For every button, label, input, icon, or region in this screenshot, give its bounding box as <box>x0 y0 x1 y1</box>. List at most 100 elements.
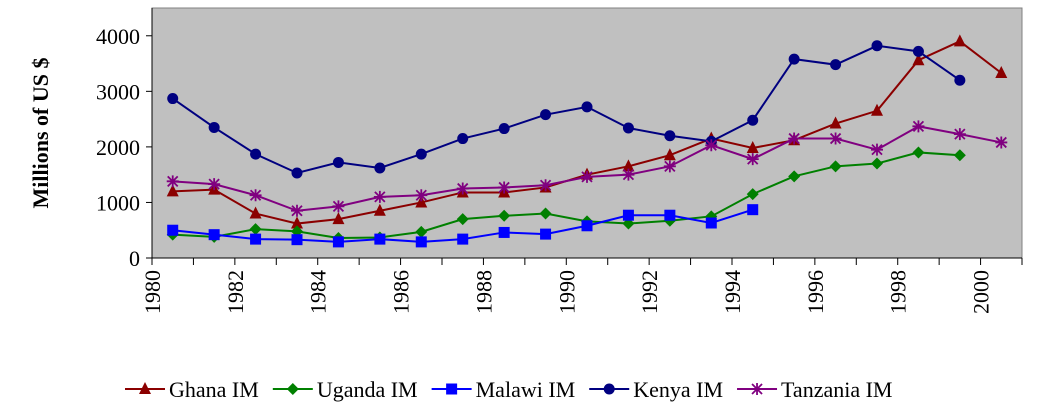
marker <box>603 383 615 395</box>
marker <box>332 236 344 248</box>
marker <box>457 233 469 245</box>
marker <box>332 212 345 225</box>
marker <box>747 204 759 216</box>
marker <box>332 156 344 168</box>
marker <box>498 123 510 135</box>
marker <box>291 216 303 229</box>
x-tick-label: 2000 <box>969 270 994 314</box>
x-tick-label: 1984 <box>306 270 331 314</box>
legend-label: Kenya IM <box>633 377 723 402</box>
marker <box>373 190 386 203</box>
legend-label: Ghana IM <box>169 377 259 402</box>
x-tick-label: 1992 <box>637 270 662 314</box>
marker <box>539 207 552 220</box>
marker <box>249 223 262 236</box>
marker <box>953 149 966 162</box>
marker <box>622 168 635 181</box>
marker <box>498 226 510 238</box>
marker <box>912 120 925 133</box>
marker <box>166 184 179 197</box>
marker <box>539 179 552 192</box>
marker <box>622 122 634 134</box>
marker <box>664 209 676 221</box>
marker <box>746 141 759 153</box>
legend-label: Uganda IM <box>317 377 418 402</box>
marker <box>456 182 469 195</box>
marker <box>373 203 386 216</box>
y-tick-label: 3000 <box>96 79 140 104</box>
marker <box>912 45 924 57</box>
x-tick-label: 1988 <box>471 270 496 314</box>
x-tick-label: 1980 <box>140 270 165 314</box>
marker <box>208 178 221 191</box>
marker <box>167 224 179 236</box>
marker <box>581 101 593 113</box>
marker <box>788 53 800 65</box>
marker <box>208 229 220 241</box>
marker <box>953 128 966 141</box>
marker <box>912 146 925 159</box>
marker <box>249 206 262 219</box>
marker <box>829 132 842 145</box>
x-tick-label: 1982 <box>223 270 248 314</box>
y-tick-label: 2000 <box>96 135 140 160</box>
marker <box>415 225 428 238</box>
marker <box>829 116 842 129</box>
legend-label: Tanzania IM <box>781 377 892 402</box>
marker <box>995 66 1008 78</box>
x-tick-label: 1994 <box>720 270 745 314</box>
marker <box>291 167 303 179</box>
marker <box>829 160 842 173</box>
x-tick-label: 1990 <box>554 270 579 314</box>
marker <box>705 217 717 229</box>
marker <box>581 170 593 183</box>
marker <box>332 200 345 213</box>
legend: Ghana IM Uganda IM Malawi IM Kenya IM Tanzan… <box>125 377 893 402</box>
y-tick-label: 0 <box>129 246 140 271</box>
marker <box>540 109 552 121</box>
marker <box>249 189 262 202</box>
marker <box>830 59 842 71</box>
marker <box>788 170 801 183</box>
marker <box>415 195 428 208</box>
marker <box>871 40 883 52</box>
marker <box>912 53 925 66</box>
marker <box>374 162 386 174</box>
marker <box>871 157 883 170</box>
marker <box>581 220 593 232</box>
marker <box>705 139 718 152</box>
marker <box>747 114 759 126</box>
marker <box>751 383 764 395</box>
x-tick-label: 1998 <box>886 270 911 314</box>
marker <box>291 234 303 246</box>
marker <box>540 228 552 240</box>
marker <box>498 209 511 222</box>
marker <box>871 103 883 116</box>
marker <box>415 236 427 248</box>
marker <box>953 34 966 47</box>
series-line <box>172 44 961 175</box>
marker <box>663 160 676 173</box>
y-axis-title: Millions of US $ <box>28 58 53 209</box>
marker <box>374 233 386 245</box>
marker <box>291 204 303 217</box>
marker <box>457 133 469 145</box>
marker <box>664 130 676 142</box>
series-line <box>172 151 960 240</box>
marker <box>167 93 179 105</box>
marker <box>788 132 801 145</box>
marker <box>166 175 179 188</box>
marker <box>746 153 759 166</box>
marker <box>622 159 635 172</box>
x-tick-label: 1986 <box>389 270 414 314</box>
x-tick-label: 1996 <box>803 270 828 314</box>
y-tick-label: 4000 <box>96 24 140 49</box>
marker <box>871 143 883 156</box>
marker <box>498 181 511 194</box>
marker <box>622 209 634 221</box>
marker <box>663 148 676 161</box>
y-tick-label: 1000 <box>96 190 140 215</box>
marker <box>415 189 428 202</box>
marker <box>139 382 151 394</box>
